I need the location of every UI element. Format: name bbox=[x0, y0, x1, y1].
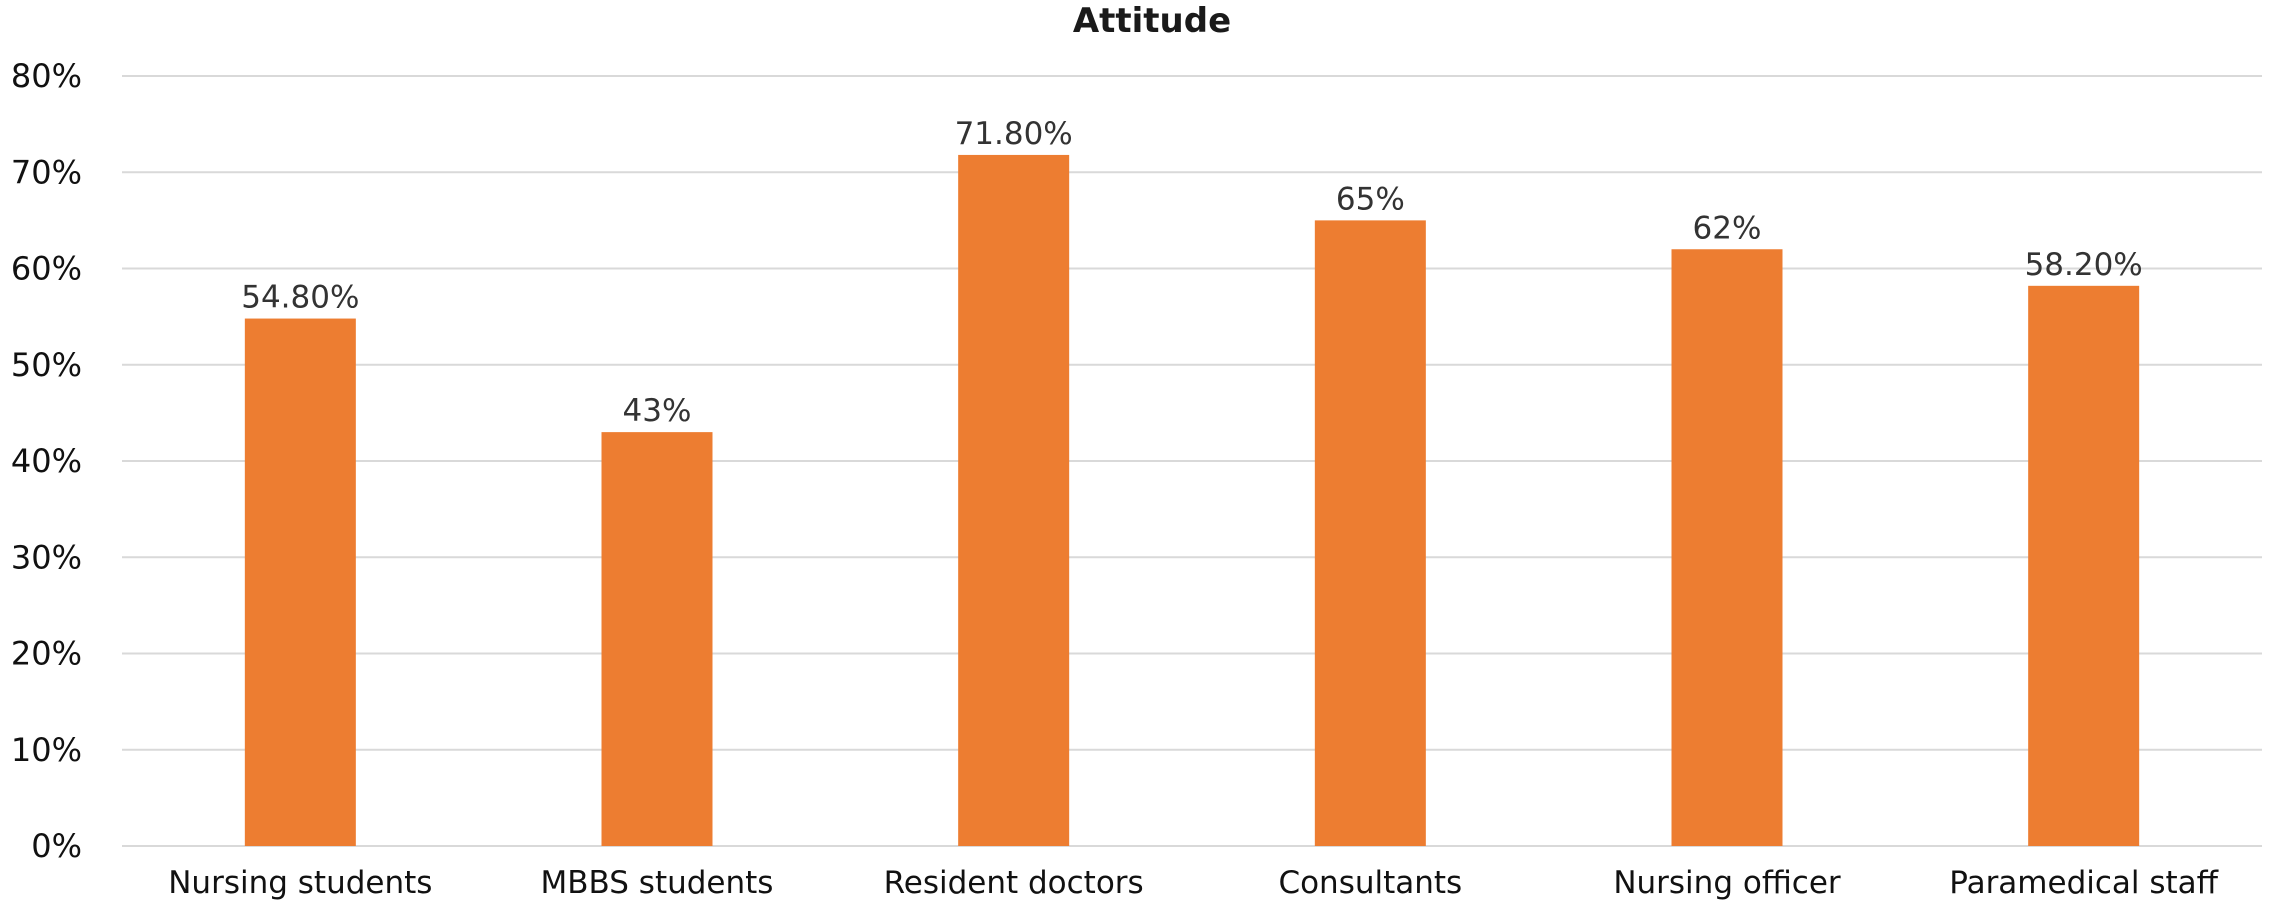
category-label: Paramedical staff bbox=[1949, 865, 2218, 901]
bars bbox=[244, 154, 2140, 847]
bar bbox=[1671, 249, 1783, 846]
data-label: 62% bbox=[1693, 210, 1762, 246]
category-label: Consultants bbox=[1278, 865, 1462, 901]
data-labels: 54.80% 43% 71.80% 65% 62% 58.20% bbox=[241, 116, 2143, 429]
category-label: MBBS students bbox=[541, 865, 774, 901]
bar bbox=[1314, 220, 1426, 846]
bar bbox=[601, 432, 713, 846]
data-label: 54.80% bbox=[241, 280, 359, 316]
bar bbox=[958, 154, 1070, 847]
data-label: 71.80% bbox=[955, 116, 1073, 152]
y-tick-label: 10% bbox=[11, 731, 82, 769]
y-tick-label: 50% bbox=[11, 346, 82, 384]
y-tick-label: 20% bbox=[11, 635, 82, 673]
bar bbox=[244, 318, 356, 846]
data-label: 43% bbox=[623, 393, 692, 429]
y-tick-label: 40% bbox=[11, 442, 82, 480]
category-label: Resident doctors bbox=[884, 865, 1144, 901]
category-label: Nursing officer bbox=[1613, 865, 1841, 901]
y-axis-tick-labels: 0% 10% 20% 30% 40% 50% 60% 70% 80% bbox=[11, 57, 82, 865]
chart-title: Attitude bbox=[1073, 1, 1231, 41]
category-label: Nursing students bbox=[168, 865, 432, 901]
data-label: 65% bbox=[1336, 181, 1405, 217]
gridlines bbox=[122, 75, 2262, 847]
y-tick-label: 30% bbox=[11, 538, 82, 576]
category-labels: Nursing students MBBS students Resident do… bbox=[168, 865, 2218, 901]
y-tick-label: 0% bbox=[31, 827, 82, 865]
y-tick-label: 70% bbox=[11, 153, 82, 191]
bar bbox=[2028, 285, 2140, 846]
y-tick-label: 80% bbox=[11, 57, 82, 95]
data-label: 58.20% bbox=[2025, 247, 2143, 283]
y-tick-label: 60% bbox=[11, 250, 82, 288]
